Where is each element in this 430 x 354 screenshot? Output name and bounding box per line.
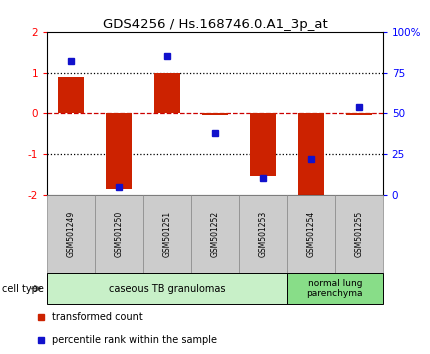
Text: GSM501252: GSM501252 [211, 211, 219, 257]
Text: transformed count: transformed count [52, 312, 142, 322]
Text: normal lung
parenchyma: normal lung parenchyma [307, 279, 363, 298]
Bar [346, 113, 372, 115]
Text: GSM501249: GSM501249 [67, 211, 76, 257]
Bar [287, 273, 383, 304]
Text: GSM501251: GSM501251 [163, 211, 172, 257]
Bar [47, 273, 287, 304]
Bar [287, 195, 335, 273]
Bar [47, 195, 95, 273]
Text: GSM501254: GSM501254 [306, 211, 315, 257]
Text: cell type: cell type [2, 284, 44, 293]
Bar [202, 113, 228, 115]
Bar [143, 195, 191, 273]
Bar [250, 113, 276, 176]
Text: GSM501253: GSM501253 [258, 211, 267, 257]
Title: GDS4256 / Hs.168746.0.A1_3p_at: GDS4256 / Hs.168746.0.A1_3p_at [103, 18, 327, 31]
Bar [298, 113, 324, 195]
Text: percentile rank within the sample: percentile rank within the sample [52, 335, 217, 346]
Text: GSM501255: GSM501255 [354, 211, 363, 257]
Text: caseous TB granulomas: caseous TB granulomas [109, 284, 225, 293]
Bar [335, 195, 383, 273]
Bar [154, 73, 180, 113]
Bar [58, 76, 84, 113]
Bar [239, 195, 287, 273]
Bar [95, 195, 143, 273]
Bar [106, 113, 132, 189]
Text: GSM501250: GSM501250 [115, 211, 124, 257]
Bar [191, 195, 239, 273]
